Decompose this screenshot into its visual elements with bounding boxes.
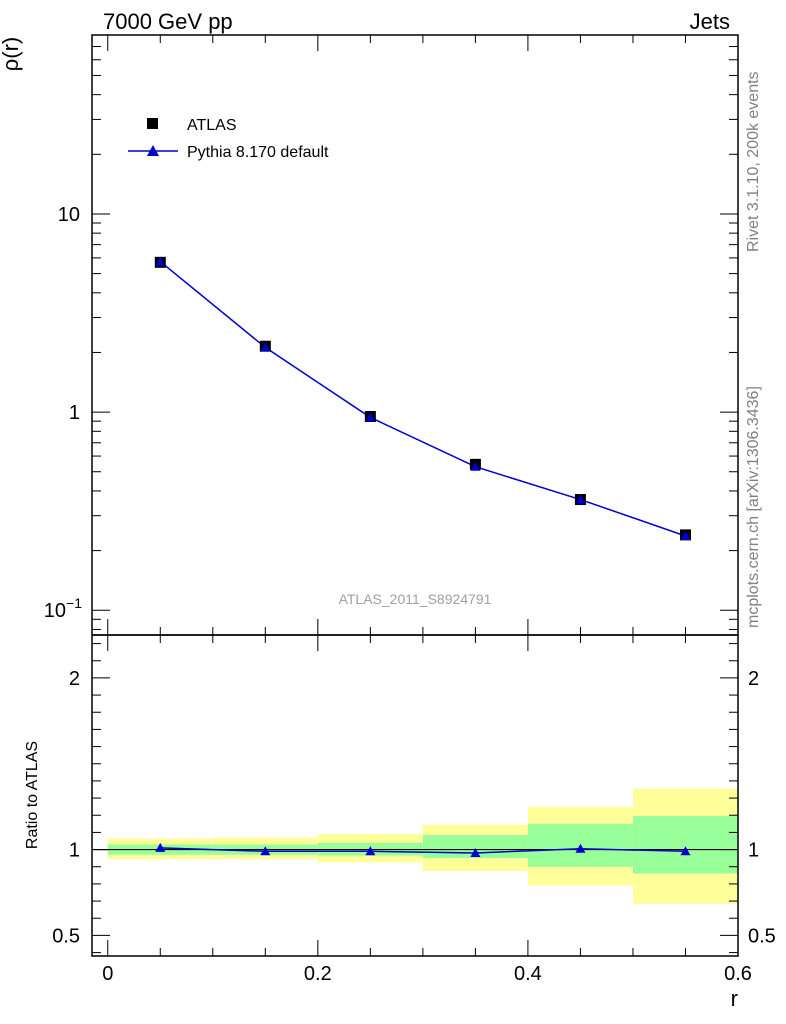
ratio-y-tick-label-right: 1 [748, 840, 759, 862]
x-axis-label: r [731, 986, 738, 1011]
header-right: Jets [690, 9, 730, 34]
main-data-points [154, 256, 691, 541]
legend-atlas-marker [147, 118, 158, 129]
main-y-tick-label: 10−1 [44, 595, 82, 622]
x-tick-label: 0 [102, 963, 113, 985]
legend-pythia-marker [147, 145, 159, 156]
main-y-axis-label: ρ(r) [0, 37, 23, 72]
pythia-point [260, 342, 271, 352]
ratio-y-tick-label-left: 1 [69, 840, 80, 862]
ratio-y-axis-label: Ratio to ATLAS [24, 741, 41, 849]
pythia-point [365, 412, 376, 422]
legend-atlas-label: ATLAS [187, 117, 237, 134]
ratio-pythia-point [575, 843, 586, 853]
ratio-pythia-line [160, 847, 686, 854]
ratio-uncertainty-bands [107, 788, 738, 904]
main-y-tick-labels: 10−1 1 10 [44, 204, 82, 622]
x-tick-label: 0.6 [724, 963, 752, 985]
pythia-point [470, 461, 481, 471]
rivet-info: Rivet 3.1.10, 200k events [745, 71, 762, 252]
mcplots-info: mcplots.cern.ch [arXiv:1306.3436] [745, 386, 762, 628]
x-tick-label: 0.2 [304, 963, 332, 985]
legend-pythia-label: Pythia 8.170 default [187, 144, 329, 161]
ratio-pythia-point [155, 842, 166, 852]
main-y-tick-label: 1 [69, 402, 80, 424]
legend: ATLAS Pythia 8.170 default [128, 117, 329, 161]
ratio-y-tick-labels: 0.5 0.5 1 1 2 2 [52, 668, 776, 947]
main-panel: 10−1 1 10 ρ(r) ATLAS_2011_S8924791 ATLAS P… [0, 34, 739, 636]
header-left: 7000 GeV pp [103, 9, 233, 34]
pythia-point [575, 494, 586, 504]
main-axis-ticks [92, 34, 739, 635]
main-y-tick-label: 10 [58, 204, 80, 226]
ratio-frame [91, 634, 739, 957]
x-tick-label: 0.4 [514, 963, 542, 985]
pythia-line [159, 260, 686, 537]
ratio-pythia-point [470, 848, 481, 858]
ratio-panel: 0.5 0.5 1 1 2 2 0 0.2 0.4 0.6 Ratio to ATLAS r [24, 634, 776, 1011]
analysis-watermark: ATLAS_2011_S8924791 [339, 591, 492, 607]
ratio-pythia-point [260, 846, 271, 856]
ratio-pythia-point [680, 846, 691, 856]
ratio-y-tick-label-right: 2 [748, 668, 759, 690]
ratio-data-points [155, 842, 691, 858]
ratio-axis-ticks [92, 635, 739, 956]
ratio-y-tick-label-left: 2 [69, 668, 80, 690]
pythia-point [155, 256, 166, 266]
ratio-y-tick-label-right: 0.5 [748, 925, 776, 947]
pythia-point [680, 530, 691, 540]
x-tick-labels: 0 0.2 0.4 0.6 [102, 963, 752, 985]
ratio-pythia-point [365, 846, 376, 856]
ratio-stat-band [632, 816, 738, 874]
ratio-y-tick-label-left: 0.5 [52, 925, 80, 947]
